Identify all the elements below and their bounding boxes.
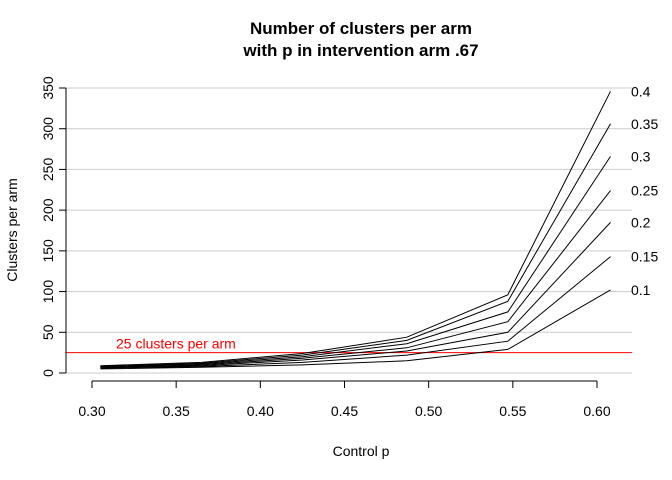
y-tick-label-200: 200 <box>40 198 56 222</box>
y-axis-label: Clusters per arm <box>4 178 20 281</box>
x-tick-label-2: 0.40 <box>247 403 274 419</box>
y-tick-label-50: 50 <box>40 324 56 340</box>
series-label-0.3: 0.3 <box>631 148 651 164</box>
chart-title-line-2: with p in intervention arm .67 <box>242 41 478 60</box>
grid-lines <box>66 87 632 374</box>
series-labels: 0.4 0.35 0.3 0.25 0.2 0.15 0.1 <box>631 83 658 298</box>
series-label-0.4: 0.4 <box>631 83 651 99</box>
series-label-0.25: 0.25 <box>631 183 658 199</box>
x-tick-label-1: 0.35 <box>163 403 190 419</box>
y-tick-label-0: 0 <box>40 369 56 377</box>
series-line-0.35 <box>100 123 611 367</box>
series-label-0.35: 0.35 <box>631 116 658 132</box>
series-line-0.25 <box>100 190 611 368</box>
series-line-0.3 <box>100 156 611 367</box>
y-tick-label-300: 300 <box>40 117 56 141</box>
reference-line-label: 25 clusters per arm <box>116 336 236 352</box>
series-line-0.15 <box>100 256 611 369</box>
series-line-0.2 <box>100 222 611 368</box>
series-label-0.15: 0.15 <box>631 249 658 265</box>
series-line-0.4 <box>100 91 611 367</box>
series-lines <box>100 91 611 370</box>
y-tick-label-100: 100 <box>40 280 56 304</box>
series-line-0.1 <box>100 289 611 370</box>
x-tick-label-6: 0.60 <box>583 403 610 419</box>
y-tick-label-250: 250 <box>40 158 56 182</box>
x-tick-label-0: 0.30 <box>78 403 105 419</box>
reference-line-group: 25 clusters per arm <box>66 336 632 354</box>
x-tick-label-4: 0.50 <box>415 403 442 419</box>
x-tick-label-5: 0.55 <box>499 403 526 419</box>
series-label-0.1: 0.1 <box>631 282 651 298</box>
chart-title-line-1: Number of clusters per arm <box>250 19 472 38</box>
y-tick-label-150: 150 <box>40 239 56 263</box>
x-axis-label: Control p <box>333 443 390 459</box>
y-tick-label-350: 350 <box>40 76 56 100</box>
series-label-0.2: 0.2 <box>631 214 651 230</box>
x-tick-label-3: 0.45 <box>331 403 358 419</box>
axes: 0 50 100 150 200 250 300 350 0.30 0.35 0.40 0.45 0.5… <box>40 76 611 419</box>
